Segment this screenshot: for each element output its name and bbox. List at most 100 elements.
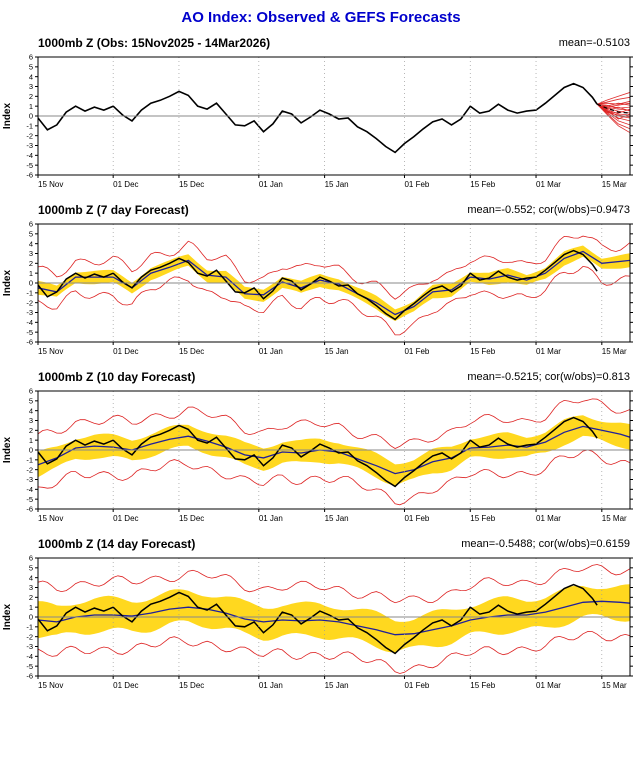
x-tick-label: 15 Nov [38,347,63,356]
y-tick-label: -1 [26,622,33,631]
ensemble-max-line [38,398,630,449]
x-tick-label: 15 Jan [325,681,349,690]
y-tick-label: -5 [26,495,33,504]
panel-7day-stats: mean=-0.552; cor(w/obs)=0.9473 [467,204,630,216]
ensemble-member-line [597,103,630,109]
page-title: AO Index: Observed & GEFS Forecasts [181,9,461,26]
y-tick-label: 0 [29,112,33,121]
y-tick-label: 6 [29,554,33,563]
y-tick-label: 4 [29,72,33,81]
y-tick-label: -3 [26,308,33,317]
panel-7day-title: 1000mb Z (7 day Forecast) [38,203,189,217]
x-tick-label: 01 Dec [113,514,138,523]
y-tick-label: -6 [26,171,33,180]
y-axis-label: Index [2,103,13,130]
panel-10day-plot: 6 5 4 3 2 1 0 -1 -2 -3 -4 -5 -6 15 Nov 01 Dec 15 Dec 01 … [0,387,642,527]
y-tick-label: -4 [26,485,33,494]
x-tick-label: 15 Mar [602,681,627,690]
panel-10day: 1000mb Z (10 day Forecast) mean=-0.5215;… [0,370,642,527]
y-tick-label: 5 [29,396,33,405]
x-tick-label: 15 Feb [470,180,495,189]
x-tick-label: 15 Dec [179,681,204,690]
x-tick-label: 15 Dec [179,180,204,189]
x-tick-label: 01 Jan [259,514,283,523]
x-tick-label: 01 Dec [113,681,138,690]
panel-14day: 1000mb Z (14 day Forecast) mean=-0.5488;… [0,537,642,694]
x-tick-label: 15 Feb [470,514,495,523]
y-axis-label: Index [2,604,13,631]
x-tick-label: 15 Mar [602,514,627,523]
x-tick-label: 01 Feb [404,347,429,356]
ensemble-min-line [38,265,630,336]
observed-line [38,583,598,655]
observed-line [38,82,598,154]
y-tick-label: -1 [26,455,33,464]
y-tick-label: -5 [26,328,33,337]
y-tick-label: 2 [29,426,33,435]
panel-10day-stats: mean=-0.5215; cor(w/obs)=0.813 [467,371,630,383]
panel-observed: 1000mb Z (Obs: 15Nov2025 - 14Mar2026) me… [0,36,642,193]
y-tick-label: -6 [26,672,33,681]
y-tick-label: 1 [29,102,33,111]
y-tick-label: 2 [29,593,33,602]
panel-observed-stats: mean=-0.5103 [558,37,630,49]
panel-14day-header: 1000mb Z (14 day Forecast) mean=-0.5488;… [0,537,642,554]
y-tick-label: -2 [26,131,33,140]
y-tick-label: -4 [26,151,33,160]
x-tick-label: 15 Feb [470,681,495,690]
ensemble-max-line [38,564,630,604]
x-tick-label: 01 Feb [404,514,429,523]
y-tick-label: 6 [29,387,33,396]
x-tick-label: 15 Nov [38,681,63,690]
x-tick-label: 15 Jan [325,180,349,189]
y-tick-label: -4 [26,652,33,661]
y-tick-label: 4 [29,406,33,415]
y-tick-label: -2 [26,465,33,474]
ao-index-page: AO Index: Observed & GEFS Forecasts 1000… [0,9,642,694]
y-tick-label: -1 [26,121,33,130]
y-tick-label: -3 [26,642,33,651]
x-tick-label: 01 Jan [259,347,283,356]
panel-observed-title: 1000mb Z (Obs: 15Nov2025 - 14Mar2026) [38,36,271,50]
x-tick-label: 15 Jan [325,514,349,523]
ensemble-min-line [38,449,630,506]
x-tick-label: 15 Nov [38,514,63,523]
x-tick-label: 15 Jan [325,347,349,356]
y-tick-label: 6 [29,220,33,229]
x-tick-label: 15 Mar [602,180,627,189]
y-tick-label: -5 [26,662,33,671]
y-tick-label: 1 [29,436,33,445]
y-tick-label: 1 [29,269,33,278]
panel-14day-plot: 6 5 4 3 2 1 0 -1 -2 -3 -4 -5 -6 15 Nov 01 Dec 15 Dec 01 … [0,554,642,694]
y-tick-label: 0 [29,613,33,622]
y-tick-label: -6 [26,505,33,514]
y-tick-label: -3 [26,475,33,484]
y-tick-label: 3 [29,583,33,592]
panel-observed-header: 1000mb Z (Obs: 15Nov2025 - 14Mar2026) me… [0,36,642,53]
panel-observed-plot: 6 5 4 3 2 1 0 -1 -2 -3 -4 -5 -6 15 Nov 01 Dec 15 Dec 01 … [0,53,642,193]
panel-10day-title: 1000mb Z (10 day Forecast) [38,370,196,384]
panel-7day-header: 1000mb Z (7 day Forecast) mean=-0.552; c… [0,203,642,220]
y-tick-label: 0 [29,446,33,455]
y-tick-label: -5 [26,161,33,170]
ensemble-min-line [38,631,630,674]
y-tick-label: -1 [26,288,33,297]
panel-14day-stats: mean=-0.5488; cor(w/obs)=0.6159 [461,538,630,550]
y-tick-label: 5 [29,62,33,71]
x-tick-label: 01 Feb [404,180,429,189]
x-tick-label: 01 Mar [536,514,561,523]
x-tick-label: 15 Feb [470,347,495,356]
panel-7day-plot: 6 5 4 3 2 1 0 -1 -2 -3 -4 -5 -6 15 Nov 01 Dec 15 Dec 01 … [0,220,642,360]
y-tick-label: -3 [26,141,33,150]
ensemble-member-line [596,92,630,105]
x-tick-label: 01 Mar [536,180,561,189]
ensemble-max-line [38,235,630,300]
observed-line [38,249,598,321]
y-tick-label: 6 [29,53,33,62]
y-tick-label: 0 [29,279,33,288]
y-tick-label: 5 [29,229,33,238]
